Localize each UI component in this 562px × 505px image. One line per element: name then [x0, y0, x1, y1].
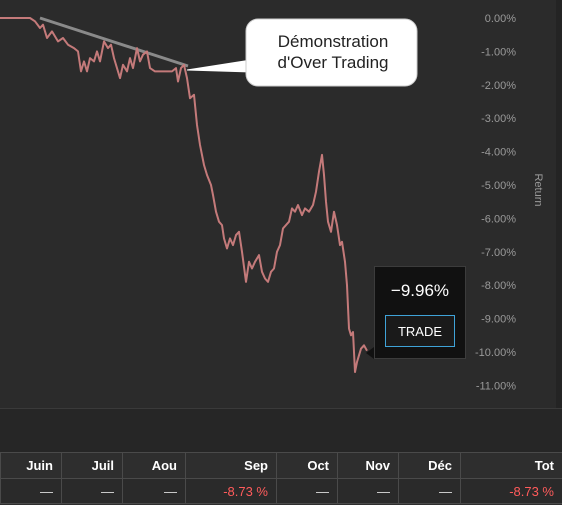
monthly-returns-table: Juin Juil Aou Sep Oct Nov Déc Tot — — — … — [0, 452, 562, 505]
value-tooltip: −9.96% TRADE — [374, 266, 466, 359]
header-aou: Aou — [122, 452, 186, 479]
header-juin: Juin — [0, 452, 62, 479]
return-series-line — [0, 17, 368, 373]
cell-juil: — — [61, 478, 123, 504]
y-tick-label: -5.00% — [481, 180, 516, 192]
cell-dec: — — [398, 478, 461, 504]
header-dec: Déc — [398, 452, 461, 479]
trend-line — [39, 16, 189, 68]
cell-juin: — — [0, 478, 62, 504]
callout-line-2: d'Over Trading — [278, 53, 389, 72]
y-tick-label: -8.00% — [481, 280, 516, 292]
y-axis-title: Return — [532, 173, 544, 206]
tooltip-value: −9.96% — [390, 281, 450, 300]
y-tick-label: -10.00% — [475, 347, 516, 359]
y-tick-label: -1.00% — [481, 46, 516, 58]
trade-button[interactable]: TRADE — [385, 315, 455, 347]
y-tick-label: 0.00% — [485, 13, 516, 25]
header-tot: Tot — [460, 452, 562, 479]
cell-sep: -8.73 % — [185, 478, 277, 504]
callout-box — [245, 18, 418, 87]
y-tick-label: -4.00% — [481, 147, 516, 159]
chart-area: 0.00% -1.00% -2.00% -3.00% -4.00% -5.00% -6.00… — [0, 13, 544, 393]
callout-line-1: Démonstration — [278, 32, 389, 51]
panel-divider — [0, 408, 562, 453]
cell-nov: — — [337, 478, 399, 504]
y-tick-label: -7.00% — [481, 247, 516, 259]
header-oct: Oct — [276, 452, 338, 479]
over-trading-callout: Démonstration d'Over Trading — [186, 18, 418, 87]
cell-oct: — — [276, 478, 338, 504]
y-tick-label: -6.00% — [481, 213, 516, 225]
y-tick-label: -9.00% — [481, 314, 516, 326]
header-juil: Juil — [61, 452, 123, 479]
cell-tot: -8.73 % — [460, 478, 562, 504]
y-tick-label: -11.00% — [476, 380, 516, 392]
header-nov: Nov — [337, 452, 399, 479]
table-row: — — — -8.73 % — — — -8.73 % — [0, 478, 562, 504]
y-tick-label: -3.00% — [481, 113, 516, 125]
return-line-chart: 0.00% -1.00% -2.00% -3.00% -4.00% -5.00% -6.00… — [0, 13, 544, 392]
table-header-row: Juin Juil Aou Sep Oct Nov Déc Tot — [0, 452, 562, 479]
callout-pointer — [186, 59, 252, 73]
vertical-scrollbar[interactable] — [556, 0, 562, 408]
y-tick-label: -2.00% — [481, 80, 516, 92]
tooltip-pointer — [366, 347, 374, 359]
cell-aou: — — [122, 478, 186, 504]
header-sep: Sep — [185, 452, 277, 479]
